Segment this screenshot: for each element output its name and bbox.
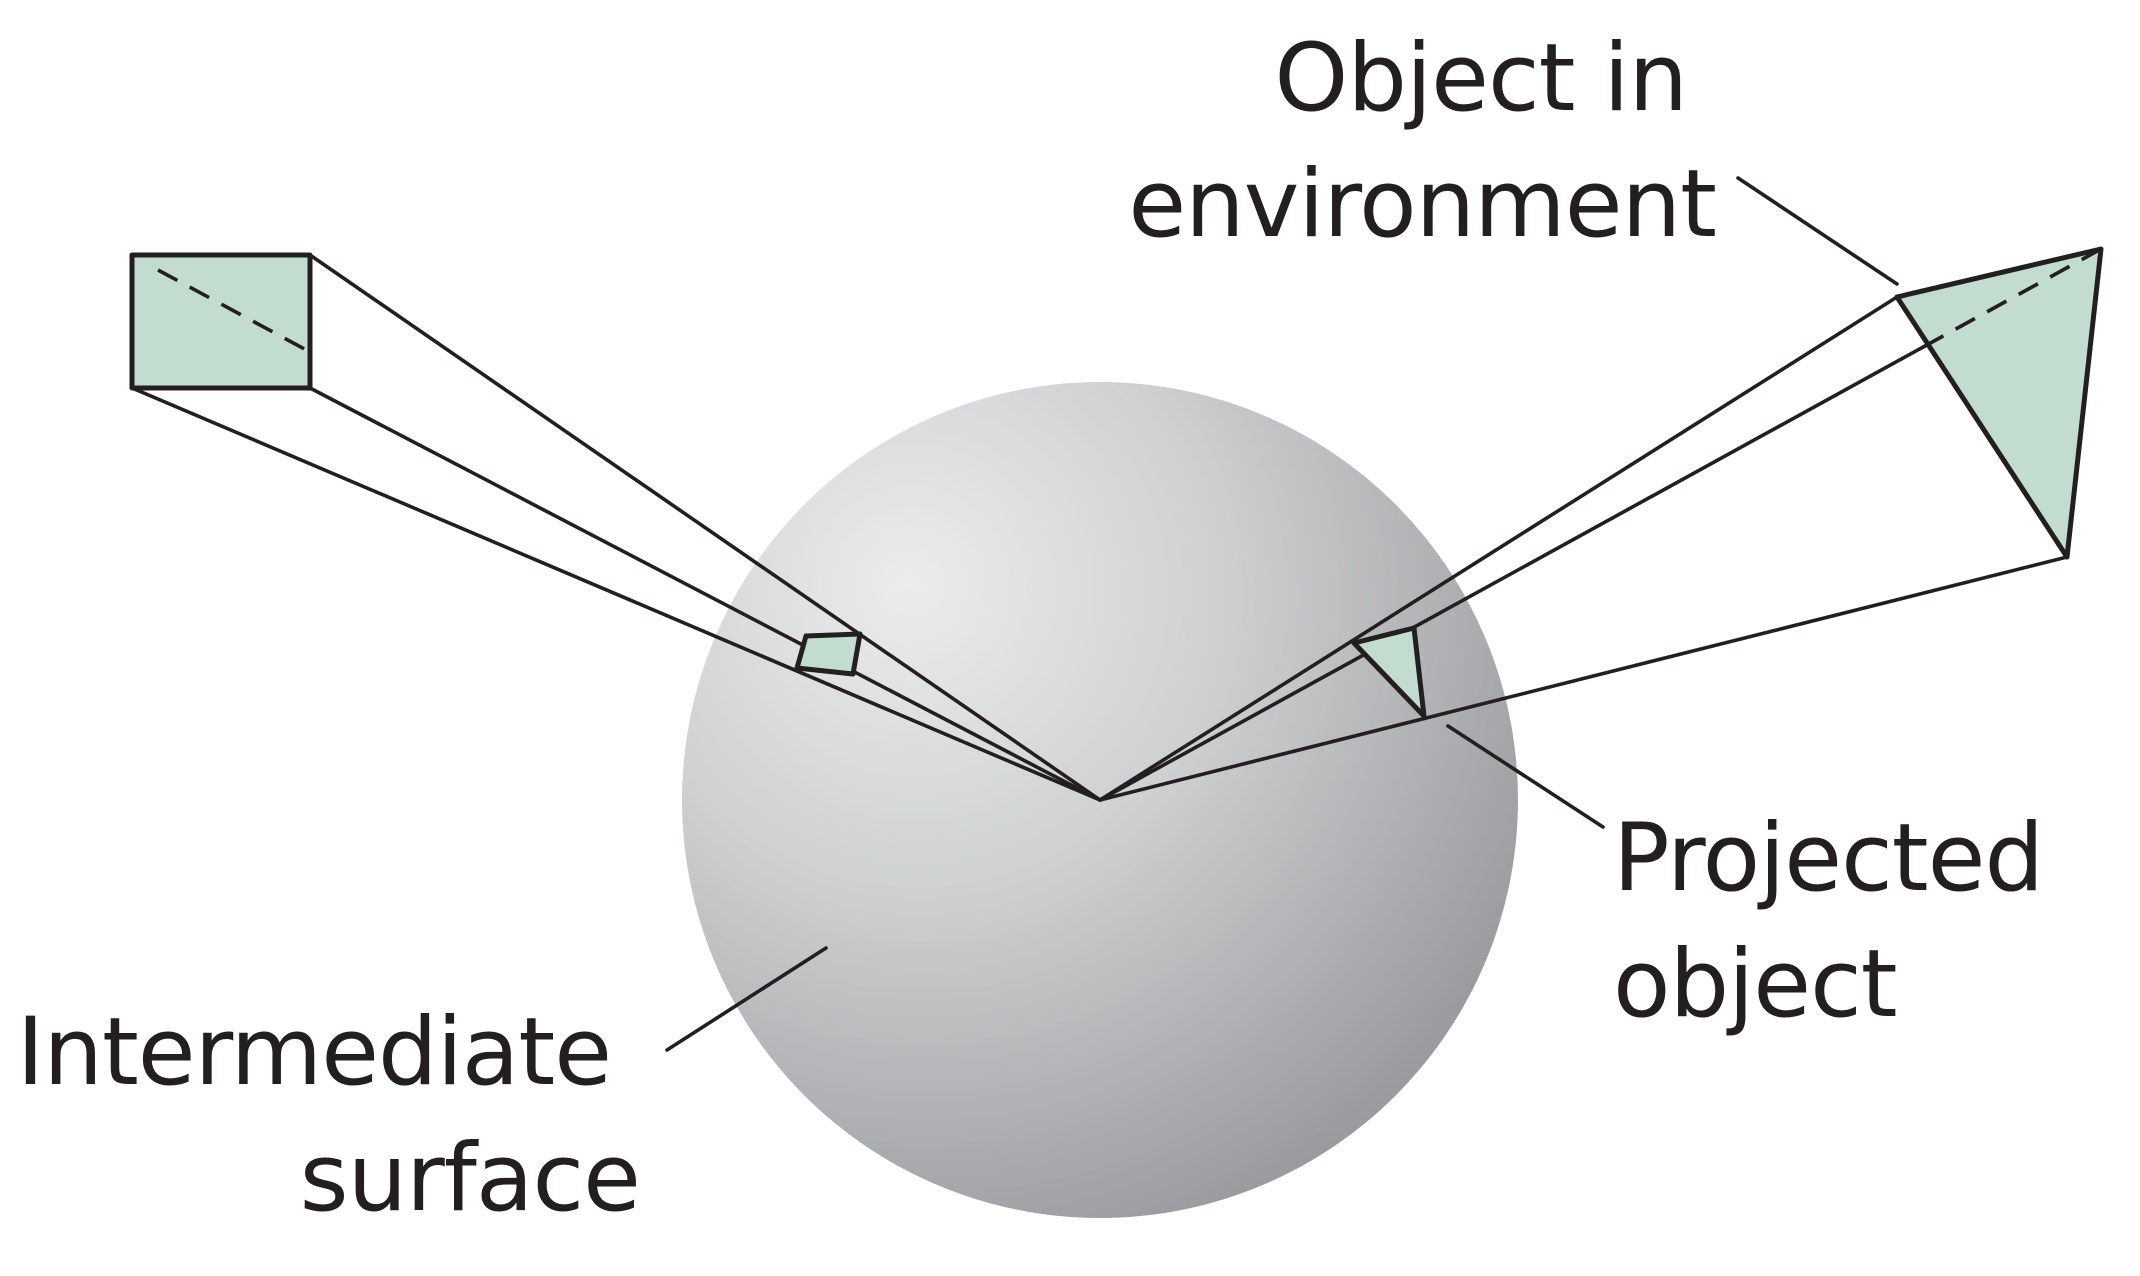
- right-environment-object: [1894, 246, 2104, 560]
- label-object-in-environment-line-2: environment: [1128, 150, 1716, 259]
- label-projected-object-line-2: object: [1613, 930, 1897, 1039]
- label-projected-object: Projected object: [1613, 804, 2072, 1039]
- projection-line: [308, 253, 1102, 802]
- leader-line-object-in-environment: [1736, 176, 1899, 286]
- label-object-in-environment: Object in environment: [1128, 24, 1716, 259]
- left-projected-object: [794, 631, 863, 677]
- leader-line-projected-object: [1446, 724, 1605, 829]
- left-square-object: [129, 252, 313, 391]
- label-intermediate-surface-line-1: Intermediate: [17, 998, 611, 1107]
- projection-line: [308, 386, 1102, 802]
- right-projected-object: [1351, 625, 1427, 719]
- projection-line: [1098, 295, 1899, 802]
- left-environment-object: [129, 252, 313, 391]
- label-projected-object-line-1: Projected: [1613, 804, 2043, 913]
- left-projection-lines: [130, 253, 1102, 802]
- projection-line: [1098, 344, 1927, 802]
- label-intermediate-surface-line-2: surface: [300, 1124, 640, 1233]
- label-intermediate-surface: Intermediate surface: [17, 998, 640, 1233]
- projection-line: [130, 386, 1102, 802]
- label-object-in-environment-line-1: Object in: [1274, 24, 1687, 133]
- projection-line: [1098, 555, 2069, 802]
- right-triangle-object: [1894, 246, 2104, 560]
- leader-line-intermediate-surface: [665, 946, 828, 1052]
- left-square-dashed-edge: [157, 268, 311, 354]
- right-projection-lines: [1098, 295, 2069, 802]
